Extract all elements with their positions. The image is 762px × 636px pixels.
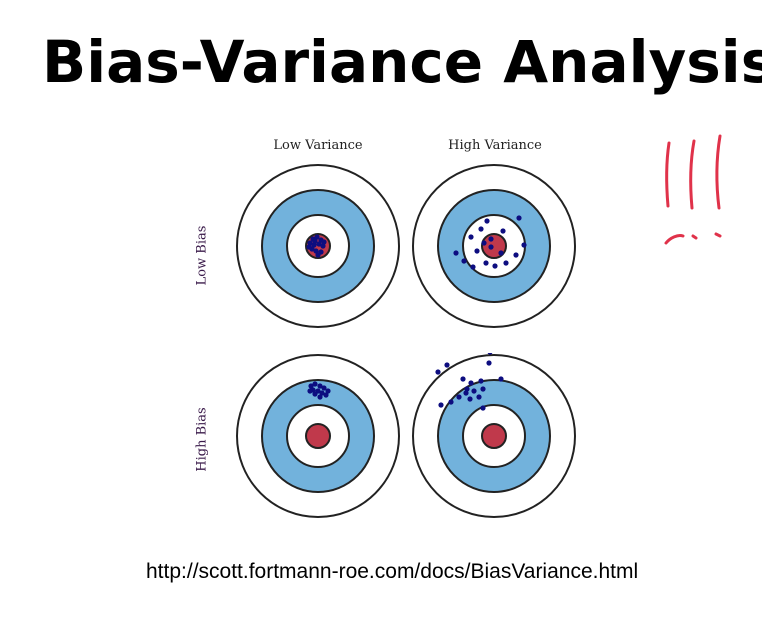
column-label-high-variance: High Variance [448,138,542,153]
target-low-bias-low-variance [236,164,400,328]
dots-scattered [453,215,527,270]
dots-scattered-offset [435,353,504,411]
page-title: Bias-Variance Analysis [42,28,762,96]
handwritten-exclamation-marks [664,134,722,245]
row-label-high-bias: High Bias [194,407,210,472]
source-url[interactable]: http://scott.fortmann-roe.com/docs/BiasV… [146,560,639,583]
dots-cluster-offset [307,381,331,400]
column-label-low-variance: Low Variance [273,138,363,153]
target-low-bias-high-variance [412,164,576,328]
dots-cluster [306,234,327,258]
row-label-low-bias: Low Bias [194,225,210,286]
target-high-bias-low-variance [236,354,400,518]
target-high-bias-high-variance [412,353,576,518]
